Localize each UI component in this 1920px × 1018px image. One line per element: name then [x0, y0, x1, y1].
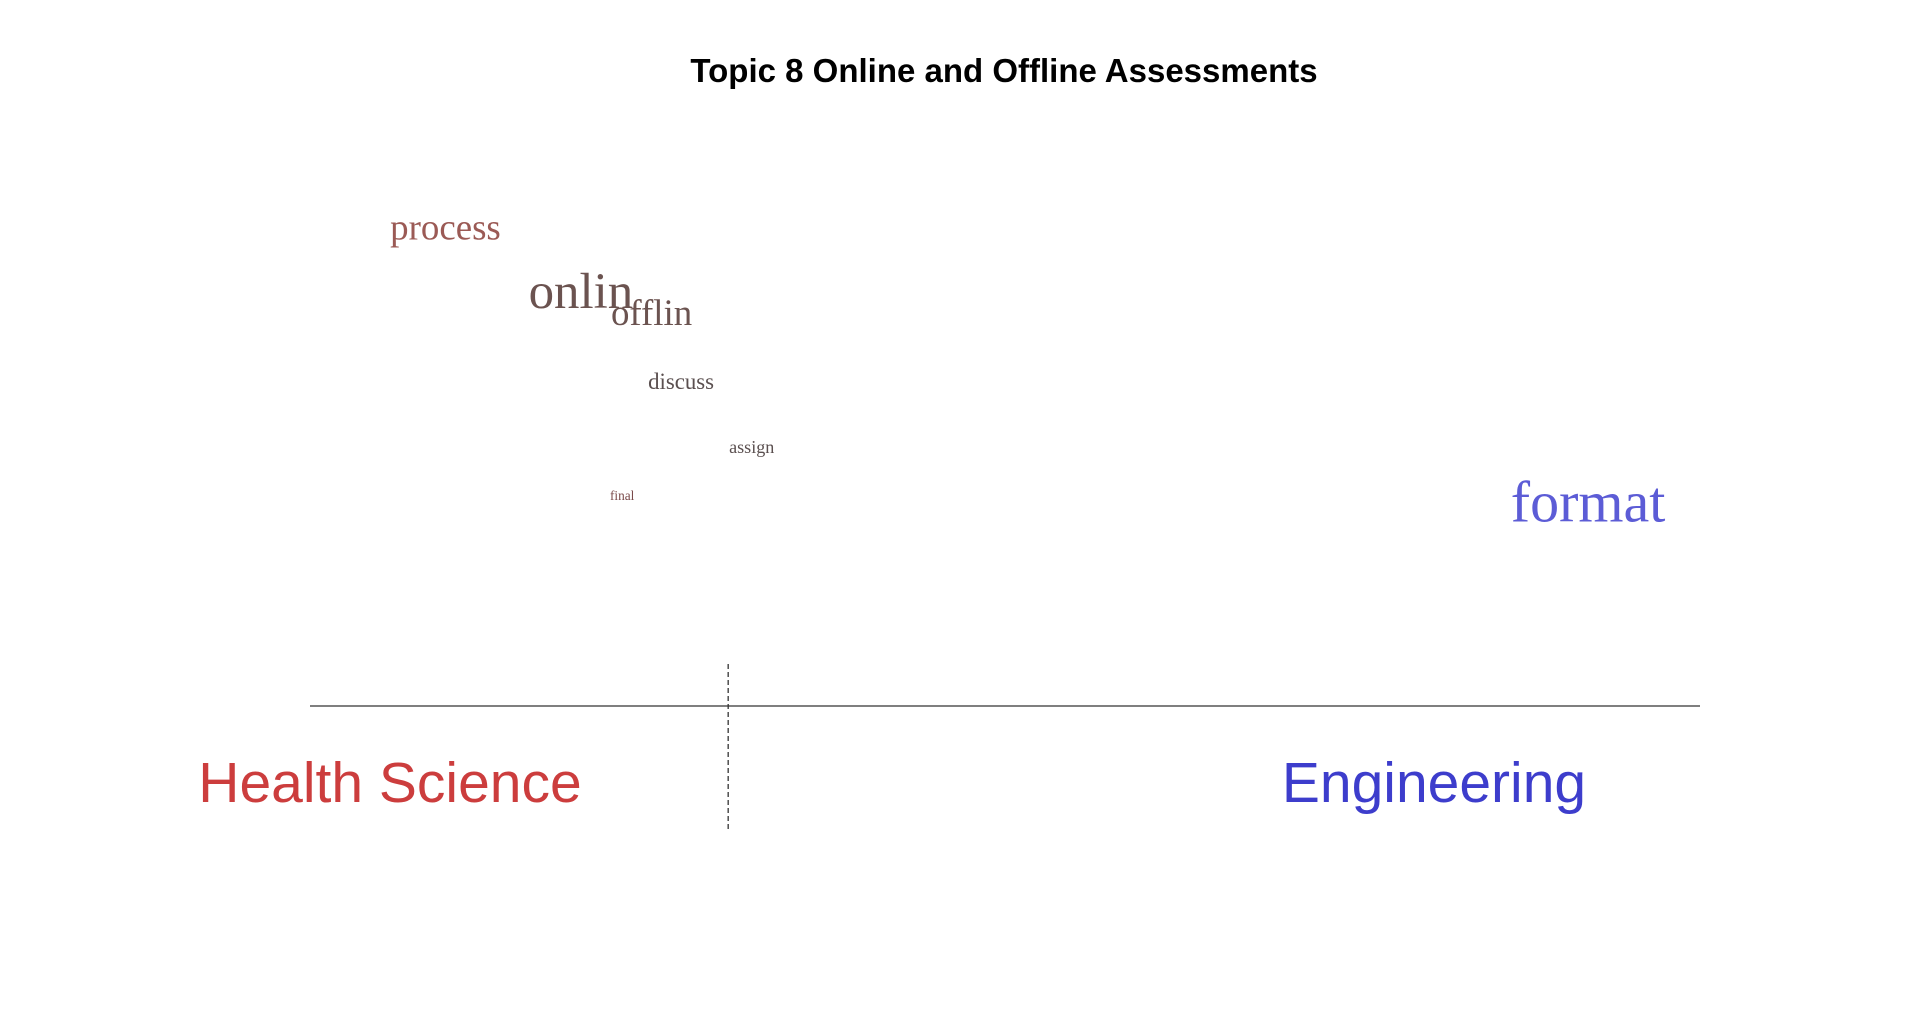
word-offlin: offlin — [611, 292, 692, 333]
group-label-engineering: Engineering — [1282, 751, 1586, 815]
word-discuss: discuss — [648, 369, 714, 394]
word-onlin: onlin — [529, 264, 634, 320]
word-process: process — [390, 207, 501, 248]
word-assign: assign — [729, 437, 774, 457]
word-format: format — [1511, 469, 1666, 534]
chart-title: Topic 8 Online and Offline Assessments — [690, 52, 1317, 89]
group-label-health-science: Health Science — [198, 751, 581, 815]
word-final: final — [610, 488, 635, 503]
